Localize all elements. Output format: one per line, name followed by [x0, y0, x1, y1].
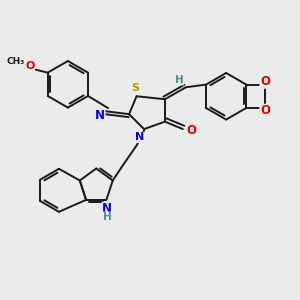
Text: O: O — [260, 75, 270, 88]
Text: N: N — [95, 109, 105, 122]
Text: H: H — [103, 212, 111, 222]
Text: H: H — [175, 75, 184, 85]
Text: S: S — [131, 83, 139, 93]
Text: N: N — [135, 133, 144, 142]
Text: CH₃: CH₃ — [7, 57, 25, 66]
Text: O: O — [260, 104, 270, 117]
Text: O: O — [186, 124, 196, 137]
Text: O: O — [25, 61, 34, 71]
Text: N: N — [102, 202, 112, 215]
